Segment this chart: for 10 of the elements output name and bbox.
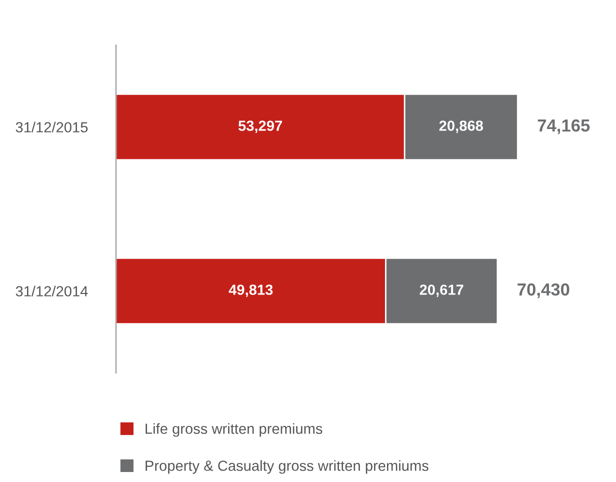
data-label: 53,297 (238, 120, 282, 134)
legend-label: Property & Casualty gross written premiums (146, 460, 428, 474)
data-label: 20,617 (420, 284, 464, 298)
data-label: 49,813 (228, 284, 273, 298)
y-tick-label: 31/12/2014 (16, 286, 88, 296)
data-label: 20,868 (439, 120, 483, 134)
legend-label: Life gross written premiums (146, 423, 322, 437)
y-tick-label: 31/12/2015 (16, 122, 88, 132)
total-label: 70,430 (518, 283, 570, 298)
total-label: 74,165 (538, 119, 590, 134)
